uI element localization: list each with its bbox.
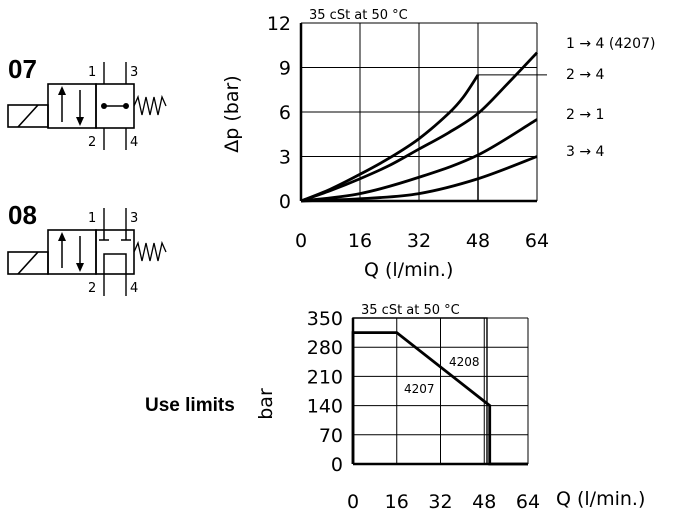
x-tick-label: 16 xyxy=(348,230,372,252)
x-tick-label: 48 xyxy=(466,230,490,252)
y-axis-label: Δp (bar) xyxy=(221,75,243,152)
port-label-4: 4 xyxy=(130,281,138,296)
spool-box-a xyxy=(47,229,97,275)
legend-label-series-2-to-4: 2 → 4 xyxy=(566,67,605,83)
port-label-4: 4 xyxy=(130,135,138,150)
spool-box-b xyxy=(95,229,135,275)
double-arrow-icon xyxy=(58,232,84,272)
y-axis-label: bar xyxy=(255,388,277,420)
y-tick-label: 6 xyxy=(279,102,291,124)
y-tick-label: 140 xyxy=(307,396,343,418)
x-tick-label: 48 xyxy=(472,491,496,513)
series-3-to-4-line xyxy=(300,155,538,203)
spring-icon xyxy=(133,94,167,116)
region-label-4208: 4208 xyxy=(449,355,480,369)
x-tick-label: 32 xyxy=(428,491,452,513)
solenoid-slash xyxy=(17,104,39,128)
region-label-4207: 4207 xyxy=(404,382,435,396)
chart-title: 35 cSt at 50 °C xyxy=(361,303,460,318)
y-tick-label: 3 xyxy=(279,147,291,169)
x-tick-label: 0 xyxy=(347,491,359,513)
port-label-1: 1 xyxy=(88,65,96,80)
legend-label-series-2-to-1: 2 → 1 xyxy=(566,107,604,123)
use-limits-chart: 0 16 32 48 64 0 70 140 210 280 350 35 cSt at 50 °C Q… xyxy=(145,303,645,513)
series-2-to-1-line xyxy=(300,118,538,203)
x-axis-label: Q (l/min.) xyxy=(364,259,453,281)
legend-label-series-1-to-4-4207: 1 → 4 (4207) xyxy=(566,36,655,52)
blocked-center-icon xyxy=(101,103,129,109)
port-label-2: 2 xyxy=(88,135,96,150)
x-tick-label: 16 xyxy=(385,491,409,513)
y-tick-label: 70 xyxy=(319,425,343,447)
port-label-1: 1 xyxy=(88,211,96,226)
x-tick-label: 0 xyxy=(295,230,307,252)
y-tick-label: 350 xyxy=(307,308,343,330)
double-arrow-icon xyxy=(58,86,84,126)
solenoid-slash xyxy=(17,251,39,275)
y-tick-label: 280 xyxy=(307,337,343,359)
x-tick-label: 32 xyxy=(407,230,431,252)
limit-4207-line xyxy=(351,331,528,466)
y-tick-label: 0 xyxy=(331,454,343,476)
y-tick-label: 12 xyxy=(267,13,291,35)
series-2-to-4-line xyxy=(300,51,539,203)
y-tick-label: 210 xyxy=(307,366,343,388)
port-label-3: 3 xyxy=(130,65,138,80)
x-tick-label: 64 xyxy=(525,230,549,252)
pressure-drop-chart: 0 16 32 48 64 0 3 6 9 12 35 cSt at 50 °C Q (l/min.)… xyxy=(221,8,655,281)
symbol-code-07: 07 xyxy=(8,54,37,84)
legend-label-series-3-to-4: 3 → 4 xyxy=(566,144,605,160)
valve-symbol-07: 07 1 3 2 4 xyxy=(7,54,167,150)
port-label-3: 3 xyxy=(130,211,138,226)
open-center-icon xyxy=(99,230,131,274)
x-tick-label: 64 xyxy=(516,491,540,513)
port-label-2: 2 xyxy=(88,281,96,296)
y-tick-label: 9 xyxy=(279,58,291,80)
chart-title: 35 cSt at 50 °C xyxy=(309,8,408,23)
symbol-code-08: 08 xyxy=(8,200,37,230)
spool-box-a xyxy=(47,83,97,129)
valve-symbol-08: 08 1 3 2 4 xyxy=(7,200,167,296)
series-1-to-4-4207-line xyxy=(300,74,480,203)
spring-icon xyxy=(133,240,167,262)
x-axis-label: Q (l/min.) xyxy=(556,488,645,510)
use-limits-heading: Use limits xyxy=(145,395,235,416)
y-tick-label: 0 xyxy=(279,191,291,213)
